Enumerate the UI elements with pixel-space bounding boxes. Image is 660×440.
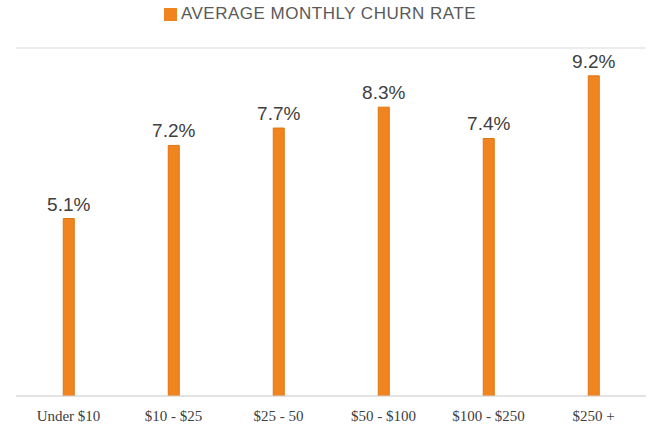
svg-text:$100 - $250: $100 - $250: [452, 408, 525, 424]
html-text:AVERAGE MONTHLY CHURN RATE: AVERAGE MONTHLY CHURN RATE: [180, 4, 477, 23]
svg-text:7.7%: 7.7%: [257, 103, 300, 124]
svg-text:7.4%: 7.4%: [467, 113, 510, 134]
svg-text:5.1%: 5.1%: [47, 194, 90, 215]
svg-text:$25 - 50: $25 - 50: [254, 408, 304, 424]
svg-text:$50 - $100: $50 - $100: [351, 408, 416, 424]
svg-text:9.2%: 9.2%: [572, 51, 615, 72]
svg-text:7.2%: 7.2%: [152, 120, 195, 141]
svg-text:8.3%: 8.3%: [362, 82, 405, 103]
svg-text:Under $10: Under $10: [37, 408, 101, 424]
svg-text:$250 +: $250 +: [572, 408, 614, 424]
svg-text:$10 - $25: $10 - $25: [145, 408, 203, 424]
